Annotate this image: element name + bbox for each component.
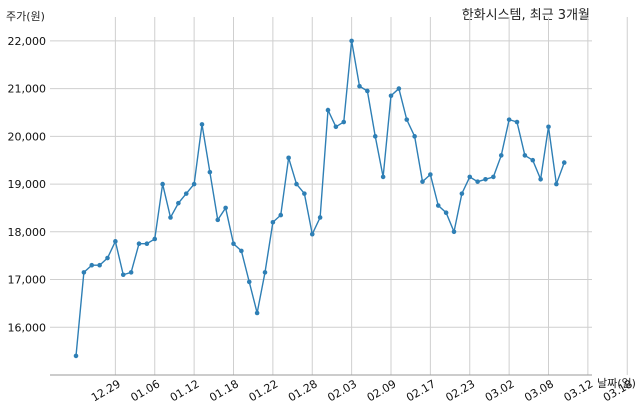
data-point xyxy=(120,272,126,278)
data-point xyxy=(396,86,402,91)
data-point xyxy=(420,179,425,184)
data-point xyxy=(309,231,315,237)
data-point xyxy=(81,270,87,275)
data-point xyxy=(223,205,228,211)
data-point xyxy=(538,176,543,182)
y-tick-label: 18,000 xyxy=(8,226,47,239)
data-point xyxy=(97,262,102,268)
data-point xyxy=(246,279,252,285)
data-point xyxy=(349,38,354,44)
y-tick-label: 21,000 xyxy=(8,83,47,96)
data-point xyxy=(262,270,268,275)
data-point xyxy=(546,124,551,130)
data-point xyxy=(207,169,213,175)
data-point xyxy=(333,124,339,130)
data-point xyxy=(357,83,362,89)
x-tick-label: 03.08 xyxy=(522,377,556,404)
x-tick-label: 03.12 xyxy=(562,377,596,404)
data-point xyxy=(467,174,473,180)
data-point xyxy=(372,134,378,139)
y-tick-label: 16,000 xyxy=(8,321,47,334)
data-point xyxy=(294,181,299,187)
data-point xyxy=(435,203,441,208)
data-point xyxy=(459,191,465,196)
data-point xyxy=(554,181,559,187)
data-point xyxy=(325,107,331,113)
data-point xyxy=(404,117,410,122)
y-tick-label: 20,000 xyxy=(8,130,47,143)
data-point xyxy=(144,241,150,247)
data-point xyxy=(302,191,307,196)
data-point xyxy=(388,93,394,99)
data-point xyxy=(498,153,504,158)
data-point xyxy=(428,172,433,177)
data-point xyxy=(443,210,449,216)
data-point xyxy=(105,255,110,261)
data-point xyxy=(113,239,118,244)
data-point xyxy=(231,241,236,247)
data-point xyxy=(286,155,291,161)
data-point xyxy=(491,174,496,180)
data-point xyxy=(168,215,173,220)
x-tick-label: 02.17 xyxy=(404,377,438,404)
x-tick-label: 01.12 xyxy=(168,377,202,404)
data-point xyxy=(136,241,142,247)
x-tick-labels: 12.29 01.06 01.12 01.18 01.22 01.28 02.03 02.09… xyxy=(89,377,635,404)
data-point xyxy=(561,160,567,165)
data-point xyxy=(254,310,260,316)
data-point xyxy=(73,353,79,359)
data-point xyxy=(191,181,197,187)
data-point xyxy=(475,179,480,184)
data-point xyxy=(278,212,284,218)
data-point xyxy=(483,176,488,182)
x-tick-label: 12.29 xyxy=(89,377,123,404)
series xyxy=(73,38,567,359)
y-tick-label: 19,000 xyxy=(8,178,47,191)
y-tick-labels: 16,000 17,000 18,000 19,000 20,000 21,000 22,0… xyxy=(8,35,47,334)
data-point xyxy=(160,181,165,187)
data-point xyxy=(412,134,417,139)
x-tick-label: 03.02 xyxy=(483,377,517,404)
data-point xyxy=(530,157,536,163)
data-point xyxy=(183,191,189,196)
y-axis-label: 주가(원) xyxy=(6,10,45,23)
data-point xyxy=(506,117,512,122)
data-point xyxy=(341,119,347,125)
data-point xyxy=(380,174,386,180)
data-point xyxy=(152,236,158,242)
data-point xyxy=(451,229,457,235)
data-point xyxy=(317,215,323,220)
data-point xyxy=(239,248,244,254)
x-tick-label: 01.18 xyxy=(207,377,241,404)
x-tick-label: 01.06 xyxy=(128,377,162,404)
data-point xyxy=(89,262,95,268)
y-tick-label: 22,000 xyxy=(8,35,47,48)
data-point xyxy=(365,88,370,94)
x-tick-label: 01.28 xyxy=(286,377,320,404)
grid xyxy=(50,17,628,375)
x-tick-label: 01.22 xyxy=(247,377,281,404)
data-point xyxy=(199,122,205,127)
x-tick-label: 02.03 xyxy=(325,377,359,404)
data-point xyxy=(514,119,520,125)
data-point xyxy=(270,219,276,225)
y-tick-label: 17,000 xyxy=(8,274,47,287)
data-point xyxy=(522,153,528,158)
data-point xyxy=(215,217,221,223)
x-tick-label: 02.23 xyxy=(443,377,477,404)
chart-title: 한화시스템, 최근 3개월 xyxy=(462,8,590,23)
x-axis-label: 날짜(일) xyxy=(597,376,636,390)
data-point xyxy=(176,200,181,206)
data-point xyxy=(128,270,134,275)
x-tick-label: 02.09 xyxy=(365,377,399,404)
